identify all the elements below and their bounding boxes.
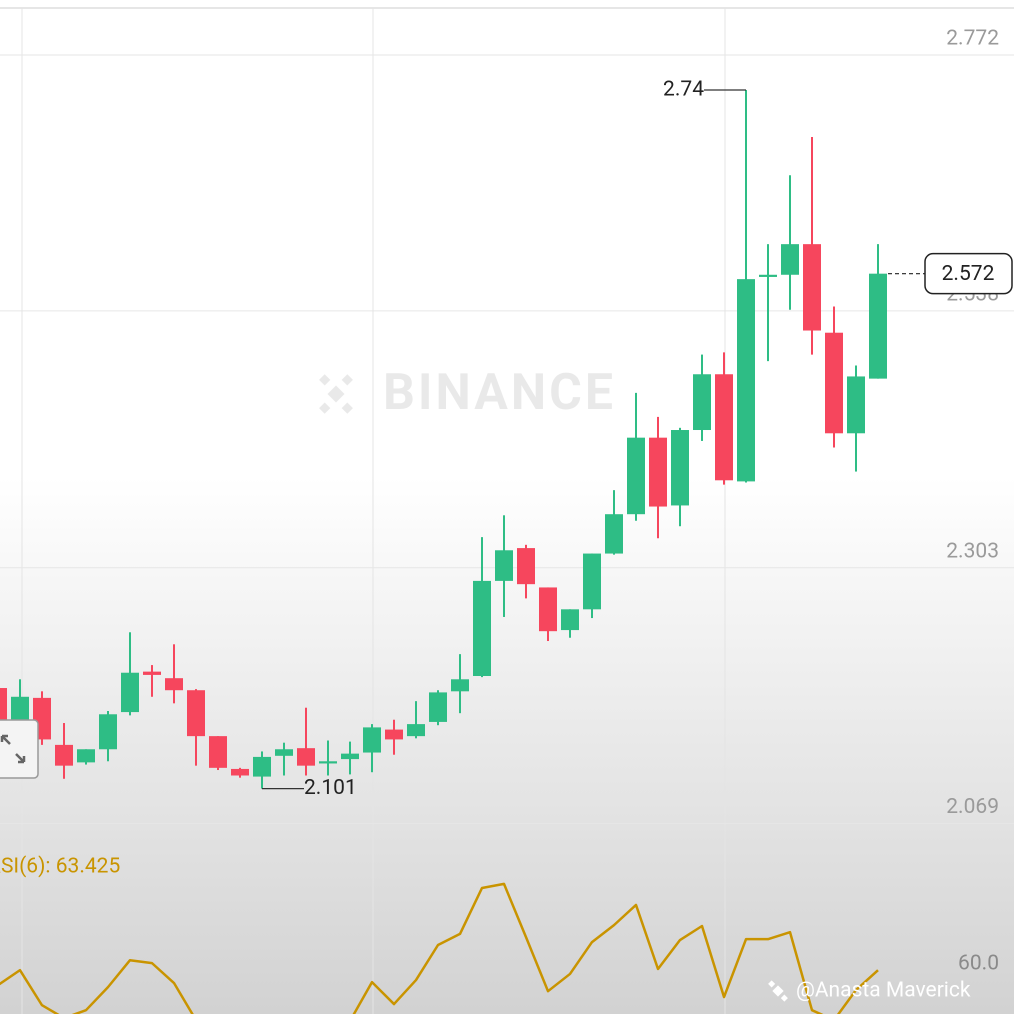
candle-body xyxy=(715,374,733,481)
candle-body xyxy=(429,692,447,722)
candle-body xyxy=(737,279,755,482)
candle-body xyxy=(759,274,777,277)
y2-tick-label: 60.0 xyxy=(958,952,999,976)
candle-body xyxy=(99,714,117,750)
candle-body xyxy=(605,514,623,554)
candle-body xyxy=(0,688,7,720)
candle-body xyxy=(671,430,689,506)
candle-body xyxy=(385,729,403,740)
candle-body xyxy=(121,672,139,713)
candle-body xyxy=(869,273,887,379)
overlays: 2.74 2.101 2.572 60.0 RSI(6): 63.425 xyxy=(0,78,1013,976)
y-tick-label: 2.772 xyxy=(946,27,999,51)
vertical-grid xyxy=(21,8,726,1014)
credit: @Anasta Maverick xyxy=(768,979,971,1003)
rsi-line xyxy=(0,882,879,1014)
candle-body xyxy=(495,550,513,581)
last-price-label: 2.572 xyxy=(942,262,995,286)
candle-body xyxy=(407,724,425,737)
candle-body xyxy=(781,244,799,275)
candle-body xyxy=(451,679,469,692)
watermark-text: BINANCE xyxy=(383,364,616,422)
candle-body xyxy=(55,744,73,766)
candle-body xyxy=(165,678,183,691)
candles xyxy=(0,89,887,789)
candle-body xyxy=(253,756,271,777)
candle-body xyxy=(231,768,249,776)
candle-body xyxy=(649,437,667,507)
candle-body xyxy=(627,437,645,515)
candle-body xyxy=(539,587,557,632)
candle-body xyxy=(825,332,843,434)
candle-body xyxy=(473,580,491,677)
candle-body xyxy=(583,553,601,610)
candle-body xyxy=(209,736,227,768)
low-label: 2.101 xyxy=(304,776,357,800)
candle-body xyxy=(803,244,821,331)
candle-body xyxy=(297,748,315,766)
expand-button[interactable] xyxy=(0,719,39,779)
y-tick-label: 2.069 xyxy=(946,795,999,819)
rsi-label: RSI(6): 63.425 xyxy=(0,855,120,879)
high-label: 2.74 xyxy=(663,78,704,102)
candle-body xyxy=(187,690,205,737)
candle-body xyxy=(143,671,161,675)
candle-body xyxy=(561,609,579,631)
candle-body xyxy=(275,749,293,756)
rsi-pane xyxy=(0,882,879,1014)
candle-body xyxy=(693,374,711,431)
last-price-box xyxy=(924,252,1013,295)
candle-body xyxy=(11,696,29,720)
candle-body xyxy=(341,753,359,760)
candle-body xyxy=(517,548,535,585)
credit-text: @Anasta Maverick xyxy=(796,979,971,1003)
y-tick-label: 2.303 xyxy=(946,539,999,563)
candle-body xyxy=(319,761,337,764)
candle-body xyxy=(77,749,95,763)
candle-body xyxy=(363,727,381,753)
candle-body xyxy=(847,376,865,434)
